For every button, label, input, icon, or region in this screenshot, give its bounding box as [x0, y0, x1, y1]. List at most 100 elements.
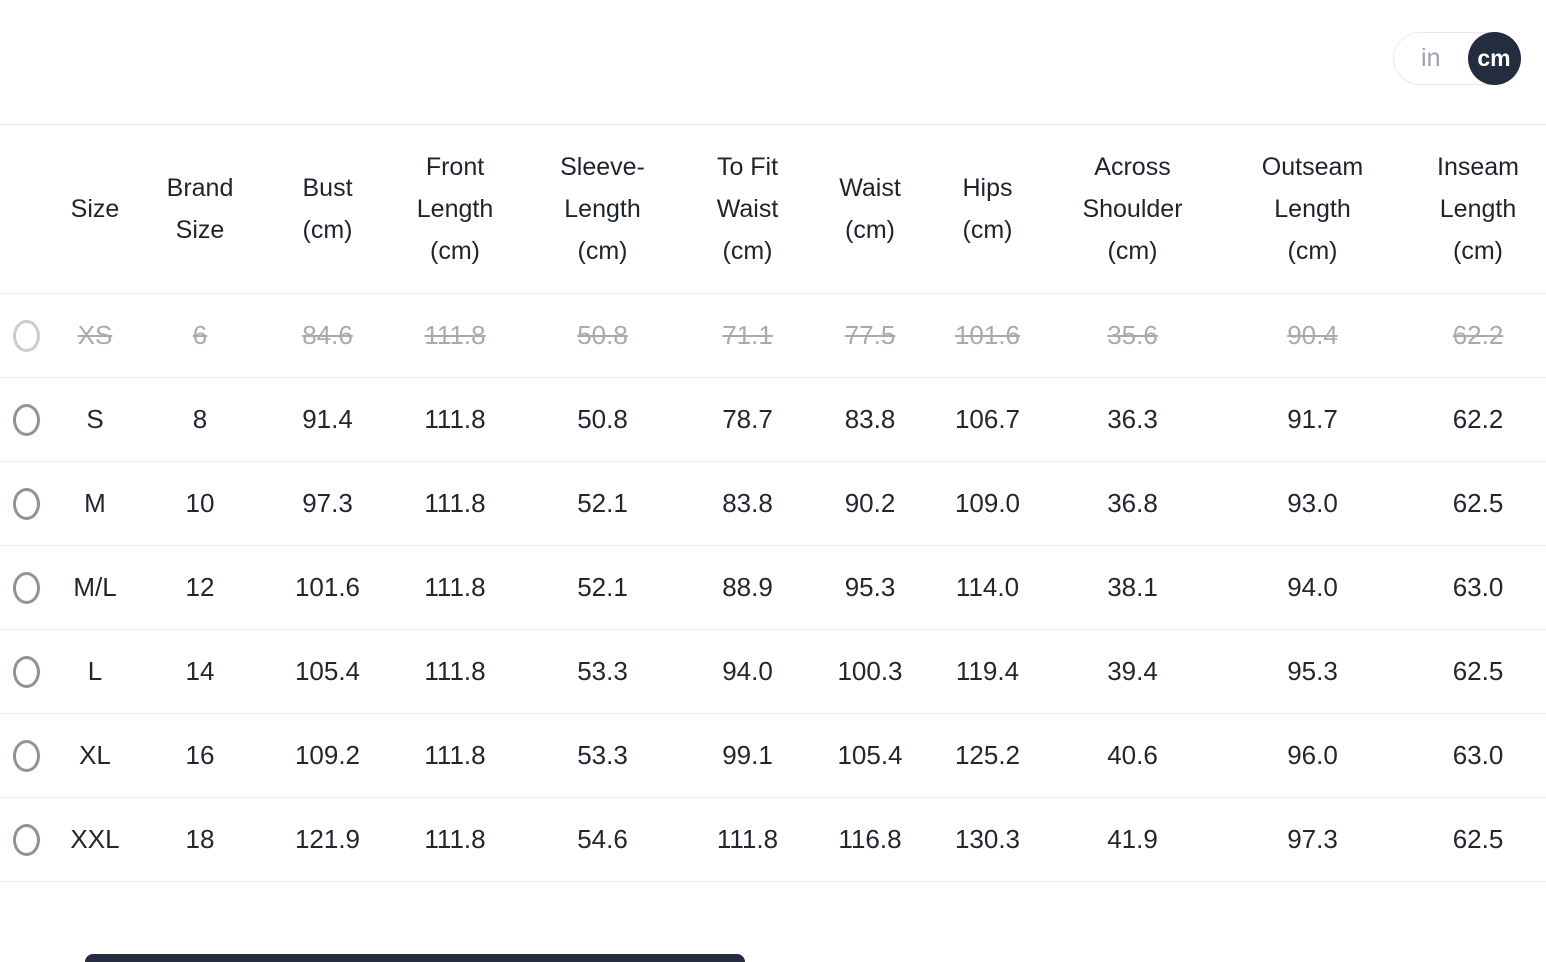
size-row[interactable]: XS 6 84.6 111.8 50.8 71.1 77.5 101.6 35.6 90.4 62.…	[0, 293, 1546, 378]
radio-cell	[0, 293, 60, 378]
measurement-cell: 90.4	[1215, 293, 1410, 378]
size-row[interactable]: L 14 105.4 111.8 53.3 94.0 100.3 119.4 39.4 95.3 6…	[0, 629, 1546, 714]
size-label-cell: M/L	[60, 545, 130, 630]
measurement-cell: 94.0	[1215, 545, 1410, 630]
column-header-to-fit-waist: To Fit Waist (cm)	[680, 124, 815, 294]
measurement-cell: 84.6	[270, 293, 385, 378]
size-radio-button[interactable]	[13, 320, 40, 353]
measurement-cell: 114.0	[925, 545, 1050, 630]
measurement-cell: 111.8	[385, 293, 525, 378]
size-label-cell: XXL	[60, 797, 130, 882]
column-header-across-shoulder: Across Shoulder (cm)	[1050, 124, 1215, 294]
radio-cell	[0, 713, 60, 798]
measurement-cell: 119.4	[925, 629, 1050, 714]
column-header-inseam-length: Inseam Length (cm)	[1410, 124, 1546, 294]
measurement-cell: 99.1	[680, 713, 815, 798]
radio-cell	[0, 377, 60, 462]
column-header-outseam-length: Outseam Length (cm)	[1215, 124, 1410, 294]
measurement-cell: 40.6	[1050, 713, 1215, 798]
measurement-cell: 100.3	[815, 629, 925, 714]
size-radio-button[interactable]	[13, 404, 40, 437]
measurement-cell: 101.6	[270, 545, 385, 630]
measurement-cell: 63.0	[1410, 545, 1546, 630]
size-label-cell: M	[60, 461, 130, 546]
measurement-cell: 88.9	[680, 545, 815, 630]
unit-option-cm[interactable]: cm	[1467, 32, 1521, 85]
size-chart-table: Size Brand Size Bust (cm) Front Length (…	[0, 124, 1546, 882]
radio-cell	[0, 629, 60, 714]
size-row[interactable]: XL 16 109.2 111.8 53.3 99.1 105.4 125.2 40.6 96.0…	[0, 713, 1546, 798]
measurement-cell: 8	[130, 377, 270, 462]
size-label-cell: XS	[60, 293, 130, 378]
size-row[interactable]: S 8 91.4 111.8 50.8 78.7 83.8 106.7 36.3 91.7 62.2	[0, 377, 1546, 462]
size-radio-button[interactable]	[13, 656, 40, 689]
measurement-cell: 6	[130, 293, 270, 378]
measurement-cell: 77.5	[815, 293, 925, 378]
measurement-cell: 41.9	[1050, 797, 1215, 882]
measurement-cell: 50.8	[525, 377, 680, 462]
measurement-cell: 54.6	[525, 797, 680, 882]
measurement-cell: 121.9	[270, 797, 385, 882]
measurement-cell: 91.7	[1215, 377, 1410, 462]
measurement-cell: 106.7	[925, 377, 1050, 462]
measurement-cell: 97.3	[270, 461, 385, 546]
measurement-cell: 62.2	[1410, 377, 1546, 462]
measurement-cell: 53.3	[525, 713, 680, 798]
measurement-cell: 111.8	[680, 797, 815, 882]
measurement-cell: 111.8	[385, 461, 525, 546]
measurement-cell: 14	[130, 629, 270, 714]
column-header-sleeve-length: Sleeve- Length (cm)	[525, 124, 680, 294]
bottom-partial-bar[interactable]	[85, 954, 745, 962]
measurement-cell: 93.0	[1215, 461, 1410, 546]
measurement-cell: 95.3	[1215, 629, 1410, 714]
radio-cell	[0, 545, 60, 630]
measurement-cell: 109.2	[270, 713, 385, 798]
measurement-cell: 52.1	[525, 461, 680, 546]
measurement-cell: 62.5	[1410, 461, 1546, 546]
radio-cell	[0, 797, 60, 882]
size-row[interactable]: XXL 18 121.9 111.8 54.6 111.8 116.8 130.3 41.9 97…	[0, 797, 1546, 882]
size-row[interactable]: M 10 97.3 111.8 52.1 83.8 90.2 109.0 36.8 93.0 62.…	[0, 461, 1546, 546]
size-radio-button[interactable]	[13, 572, 40, 605]
size-chart-topbar: in cm	[0, 0, 1546, 124]
measurement-cell: 101.6	[925, 293, 1050, 378]
size-table-body: XS 6 84.6 111.8 50.8 71.1 77.5 101.6 35.6 90.4 62.…	[0, 293, 1546, 882]
measurement-cell: 62.5	[1410, 629, 1546, 714]
unit-option-in[interactable]: in	[1421, 44, 1441, 72]
measurement-cell: 125.2	[925, 713, 1050, 798]
size-radio-button[interactable]	[13, 824, 40, 857]
measurement-cell: 50.8	[525, 293, 680, 378]
measurement-cell: 12	[130, 545, 270, 630]
size-radio-button[interactable]	[13, 740, 40, 773]
column-header-hips: Hips (cm)	[925, 124, 1050, 294]
measurement-cell: 36.3	[1050, 377, 1215, 462]
size-radio-button[interactable]	[13, 488, 40, 521]
measurement-cell: 111.8	[385, 377, 525, 462]
column-header-size: Size	[60, 124, 130, 294]
column-header-bust: Bust (cm)	[270, 124, 385, 294]
measurement-cell: 35.6	[1050, 293, 1215, 378]
measurement-cell: 83.8	[815, 377, 925, 462]
measurement-cell: 63.0	[1410, 713, 1546, 798]
measurement-cell: 111.8	[385, 545, 525, 630]
radio-cell	[0, 461, 60, 546]
measurement-cell: 111.8	[385, 713, 525, 798]
measurement-cell: 111.8	[385, 629, 525, 714]
size-row[interactable]: M/L 12 101.6 111.8 52.1 88.9 95.3 114.0 38.1 94.0…	[0, 545, 1546, 630]
measurement-cell: 130.3	[925, 797, 1050, 882]
radio-column-header	[0, 124, 60, 294]
size-label-cell: L	[60, 629, 130, 714]
measurement-cell: 96.0	[1215, 713, 1410, 798]
measurement-cell: 10	[130, 461, 270, 546]
unit-toggle[interactable]: in cm	[1393, 32, 1521, 85]
measurement-cell: 16	[130, 713, 270, 798]
column-header-waist: Waist (cm)	[815, 124, 925, 294]
column-header-front-length: Front Length (cm)	[385, 124, 525, 294]
measurement-cell: 53.3	[525, 629, 680, 714]
measurement-cell: 18	[130, 797, 270, 882]
measurement-cell: 109.0	[925, 461, 1050, 546]
measurement-cell: 62.2	[1410, 293, 1546, 378]
measurement-cell: 94.0	[680, 629, 815, 714]
measurement-cell: 62.5	[1410, 797, 1546, 882]
